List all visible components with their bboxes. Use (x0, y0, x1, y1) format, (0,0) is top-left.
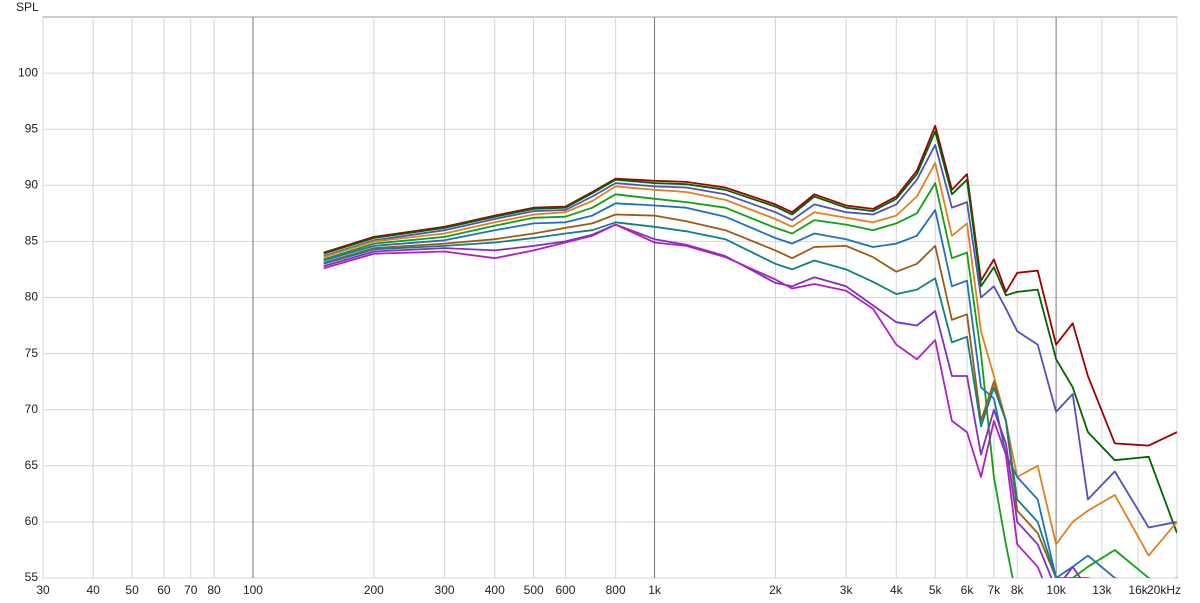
response-line (323, 130, 1177, 534)
y-tick-label: 80 (25, 290, 39, 304)
y-axis-label: SPL (16, 0, 39, 14)
response-line (323, 221, 1058, 578)
x-tick-label: 8k (1011, 583, 1025, 597)
x-tick-label: 16k (1128, 583, 1148, 597)
response-line (323, 124, 1177, 447)
x-tick-label: 4k (890, 583, 904, 597)
x-tick-label: 800 (606, 583, 626, 597)
response-line (323, 144, 1177, 529)
x-tick-label: 7k (988, 583, 1002, 597)
response-line (323, 223, 1074, 578)
x-tick-label: 6k (961, 583, 975, 597)
x-tick-label: 200 (364, 583, 384, 597)
x-tick-label: 5k (929, 583, 943, 597)
x-tick-label: 30 (36, 583, 50, 597)
x-tick-label: 500 (524, 583, 544, 597)
response-line (323, 223, 1082, 578)
y-tick-label: 95 (25, 121, 39, 135)
y-tick-label: 60 (25, 514, 39, 528)
x-tick-label: 10k (1046, 583, 1066, 597)
x-tick-label: 2k (769, 583, 783, 597)
x-tick-label: 100 (243, 583, 263, 597)
y-tick-label: 85 (25, 234, 39, 248)
x-tick-label: 1k (648, 583, 662, 597)
x-tick-label: 400 (485, 583, 505, 597)
response-line (323, 162, 1177, 557)
x-tick-label: 40 (86, 583, 100, 597)
x-tick-label: 60 (157, 583, 171, 597)
response-line (323, 202, 1177, 578)
y-tick-label: 100 (18, 65, 38, 79)
response-line (323, 182, 1152, 578)
y-tick-label: 70 (25, 402, 39, 416)
x-tick-label: 600 (555, 583, 575, 597)
x-tick-label: 20kHz (1147, 583, 1181, 597)
x-tick-label: 3k (840, 583, 854, 597)
x-tick-label: 13k (1092, 583, 1112, 597)
x-tick-label: 70 (184, 583, 198, 597)
y-tick-label: 55 (25, 570, 39, 584)
x-tick-label: 80 (207, 583, 221, 597)
y-tick-label: 65 (25, 458, 39, 472)
lines (323, 124, 1177, 578)
x-tick-label: 50 (125, 583, 139, 597)
grid (42, 17, 1178, 579)
y-tick-label: 90 (25, 177, 39, 191)
y-tick-label: 75 (25, 346, 39, 360)
x-tick-label: 300 (435, 583, 455, 597)
